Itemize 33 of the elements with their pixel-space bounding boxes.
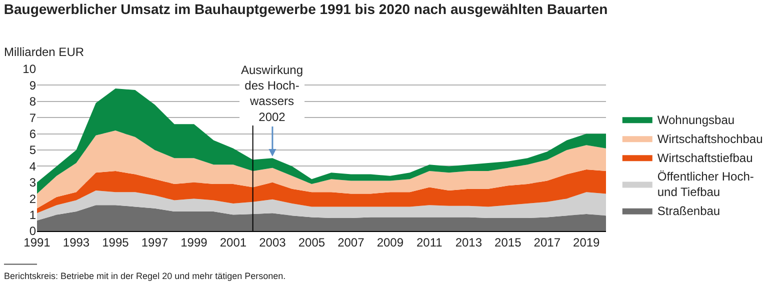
y-tick-label: 1 [29,208,36,222]
text: Berichtskreis: Betriebe mit in der Regel 20 und mehr tätigen Personen. [4,271,286,281]
legend-label: Wirtschaftstiefbau [657,150,753,165]
x-tick-label: 1993 [62,235,90,250]
chart-title: Baugewerblicher Umsatz im Bauhauptgewerbe 1991 bis 2020 nach ausgewählten Bauarten [4,1,608,18]
x-tick-label: 2007 [338,235,365,250]
x-tick-label: 2003 [259,235,286,250]
y-tick-label: 6 [29,127,36,141]
x-tick-label: 2001 [220,235,247,250]
y-tick-label: 9 [29,78,36,92]
x-tick-label: 2005 [298,235,326,250]
y-tick-label: 7 [29,110,36,125]
y-tick-label: 2 [29,192,36,206]
x-tick-label: 2017 [534,235,561,250]
x-tick-label: 1997 [141,235,168,250]
y-axis-title: Milliarden EUR [4,45,84,59]
x-tick-label: 2019 [573,235,600,250]
legend-label: Wohnungsbau [657,112,735,127]
y-tick-label: 8 [29,94,36,109]
y-tick-label: 3 [29,176,36,190]
annotation: Auswirkung des Hoch- wassers 2002 [241,63,304,124]
x-tick-label: 1999 [180,235,208,250]
y-tick-label: 4 [29,159,36,174]
x-tick-label: 1995 [102,235,130,250]
y-tick-label: 5 [29,143,36,158]
y-tick-label: 10 [22,62,36,76]
legend-label: Öffentlicher Hoch- und Tiefbau [657,170,754,200]
x-tick-label: 2013 [455,235,482,250]
x-tick-label: 2009 [376,235,404,250]
x-tick-label: 2015 [494,235,522,250]
legend-label: Wirtschaftshochbau [657,132,763,146]
legend-label: Straßenbau [657,204,720,218]
x-tick-label: 2011 [416,235,443,250]
